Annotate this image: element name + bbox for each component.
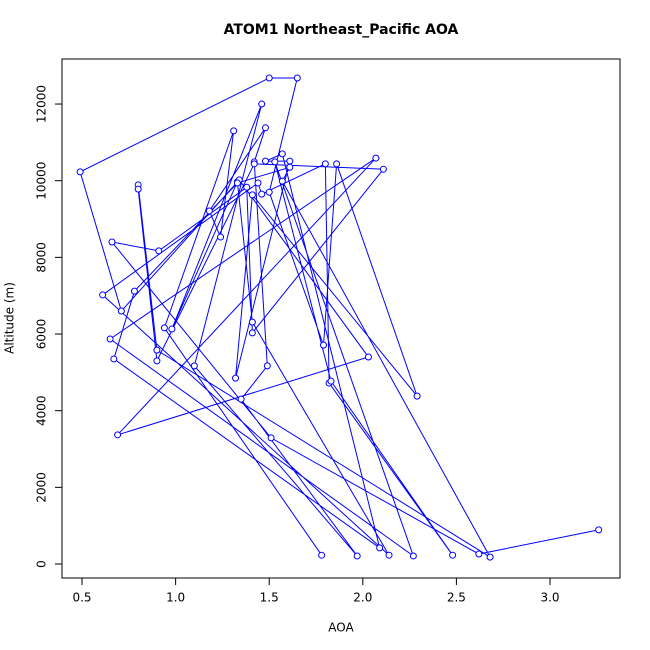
- point: [261, 157, 269, 165]
- x-tick-label: 1.0: [166, 591, 185, 605]
- x-tick-label: 2.0: [353, 591, 372, 605]
- point: [379, 165, 387, 173]
- point: [248, 318, 256, 326]
- point: [168, 325, 176, 333]
- point: [376, 544, 384, 552]
- x-axis-label: AOA: [328, 621, 354, 635]
- x-tick-label: 3.0: [540, 591, 559, 605]
- point: [261, 124, 269, 132]
- point: [263, 362, 271, 370]
- point: [595, 526, 603, 534]
- point: [232, 374, 240, 382]
- point: [286, 157, 294, 165]
- point: [364, 353, 372, 361]
- point: [265, 74, 273, 82]
- y-tick-label: 0: [35, 560, 49, 568]
- plot-frame: [61, 58, 621, 579]
- point: [76, 168, 84, 176]
- x-tick-label: 0.5: [72, 591, 91, 605]
- point: [333, 160, 341, 168]
- y-tick-label: 12000: [35, 85, 49, 123]
- point: [319, 341, 327, 349]
- point: [385, 551, 393, 559]
- point: [217, 233, 225, 241]
- point: [409, 552, 417, 560]
- y-tick-label: 10000: [35, 162, 49, 200]
- point: [248, 191, 256, 199]
- point: [267, 434, 275, 442]
- point: [117, 307, 125, 315]
- point: [155, 247, 163, 255]
- point: [99, 291, 107, 299]
- point: [293, 74, 301, 82]
- point: [258, 100, 266, 108]
- point: [233, 179, 241, 187]
- x-tick-label: 1.5: [260, 591, 279, 605]
- point: [248, 329, 256, 337]
- point: [475, 550, 483, 558]
- point: [486, 553, 494, 561]
- x-tick-label: 2.5: [447, 591, 466, 605]
- point: [321, 160, 329, 168]
- point: [265, 188, 273, 196]
- point: [130, 287, 138, 295]
- point: [108, 238, 116, 246]
- point: [153, 357, 161, 365]
- point: [250, 160, 258, 168]
- y-axis-label: Altitude (m): [3, 282, 17, 354]
- point: [413, 392, 421, 400]
- point: [353, 552, 361, 560]
- point: [243, 183, 251, 191]
- point: [278, 177, 286, 185]
- point: [190, 362, 198, 370]
- point: [372, 154, 380, 162]
- point: [318, 551, 326, 559]
- point: [286, 163, 294, 171]
- point: [160, 324, 168, 332]
- point: [278, 150, 286, 158]
- point: [254, 179, 262, 187]
- series-line: [79, 77, 599, 559]
- point: [205, 207, 213, 215]
- point: [153, 346, 161, 354]
- point: [449, 551, 457, 559]
- point: [237, 395, 245, 403]
- y-tick-label: 2000: [35, 472, 49, 503]
- point: [230, 127, 238, 135]
- y-tick-label: 4000: [35, 395, 49, 426]
- point: [258, 190, 266, 198]
- point: [271, 158, 279, 166]
- point: [106, 335, 114, 343]
- point: [114, 431, 122, 439]
- point: [110, 355, 118, 363]
- point: [134, 185, 142, 193]
- y-tick-label: 8000: [35, 242, 49, 273]
- y-tick-label: 6000: [35, 319, 49, 350]
- chart-title: ATOM1 Northeast_Pacific AOA: [224, 22, 459, 38]
- point: [327, 377, 335, 385]
